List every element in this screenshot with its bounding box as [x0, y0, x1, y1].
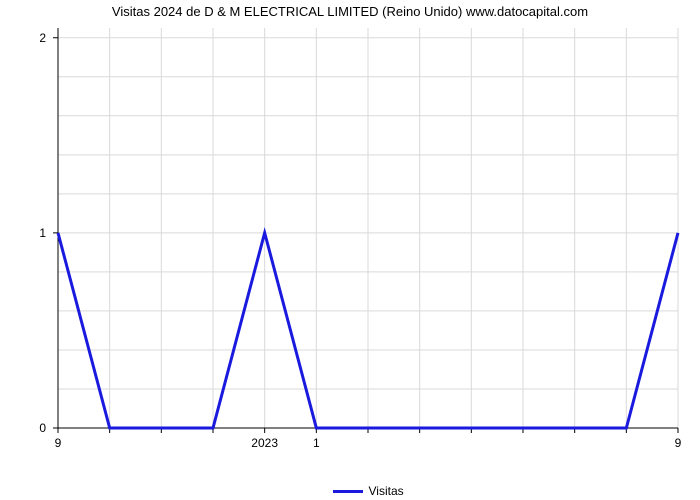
- y-tick-label: 0: [0, 421, 46, 435]
- y-tick-label: 2: [0, 31, 46, 45]
- legend-swatch: [333, 490, 363, 493]
- legend-label: Visitas: [369, 484, 404, 498]
- y-tick-label: 1: [0, 226, 46, 240]
- x-tick-label: 9: [28, 436, 88, 450]
- chart-plot: [0, 0, 700, 500]
- chart-legend: Visitas: [333, 484, 404, 498]
- x-tick-label: 1: [286, 436, 346, 450]
- chart-container: Visitas 2024 de D & M ELECTRICAL LIMITED…: [0, 0, 700, 500]
- x-tick-label: 9: [648, 436, 700, 450]
